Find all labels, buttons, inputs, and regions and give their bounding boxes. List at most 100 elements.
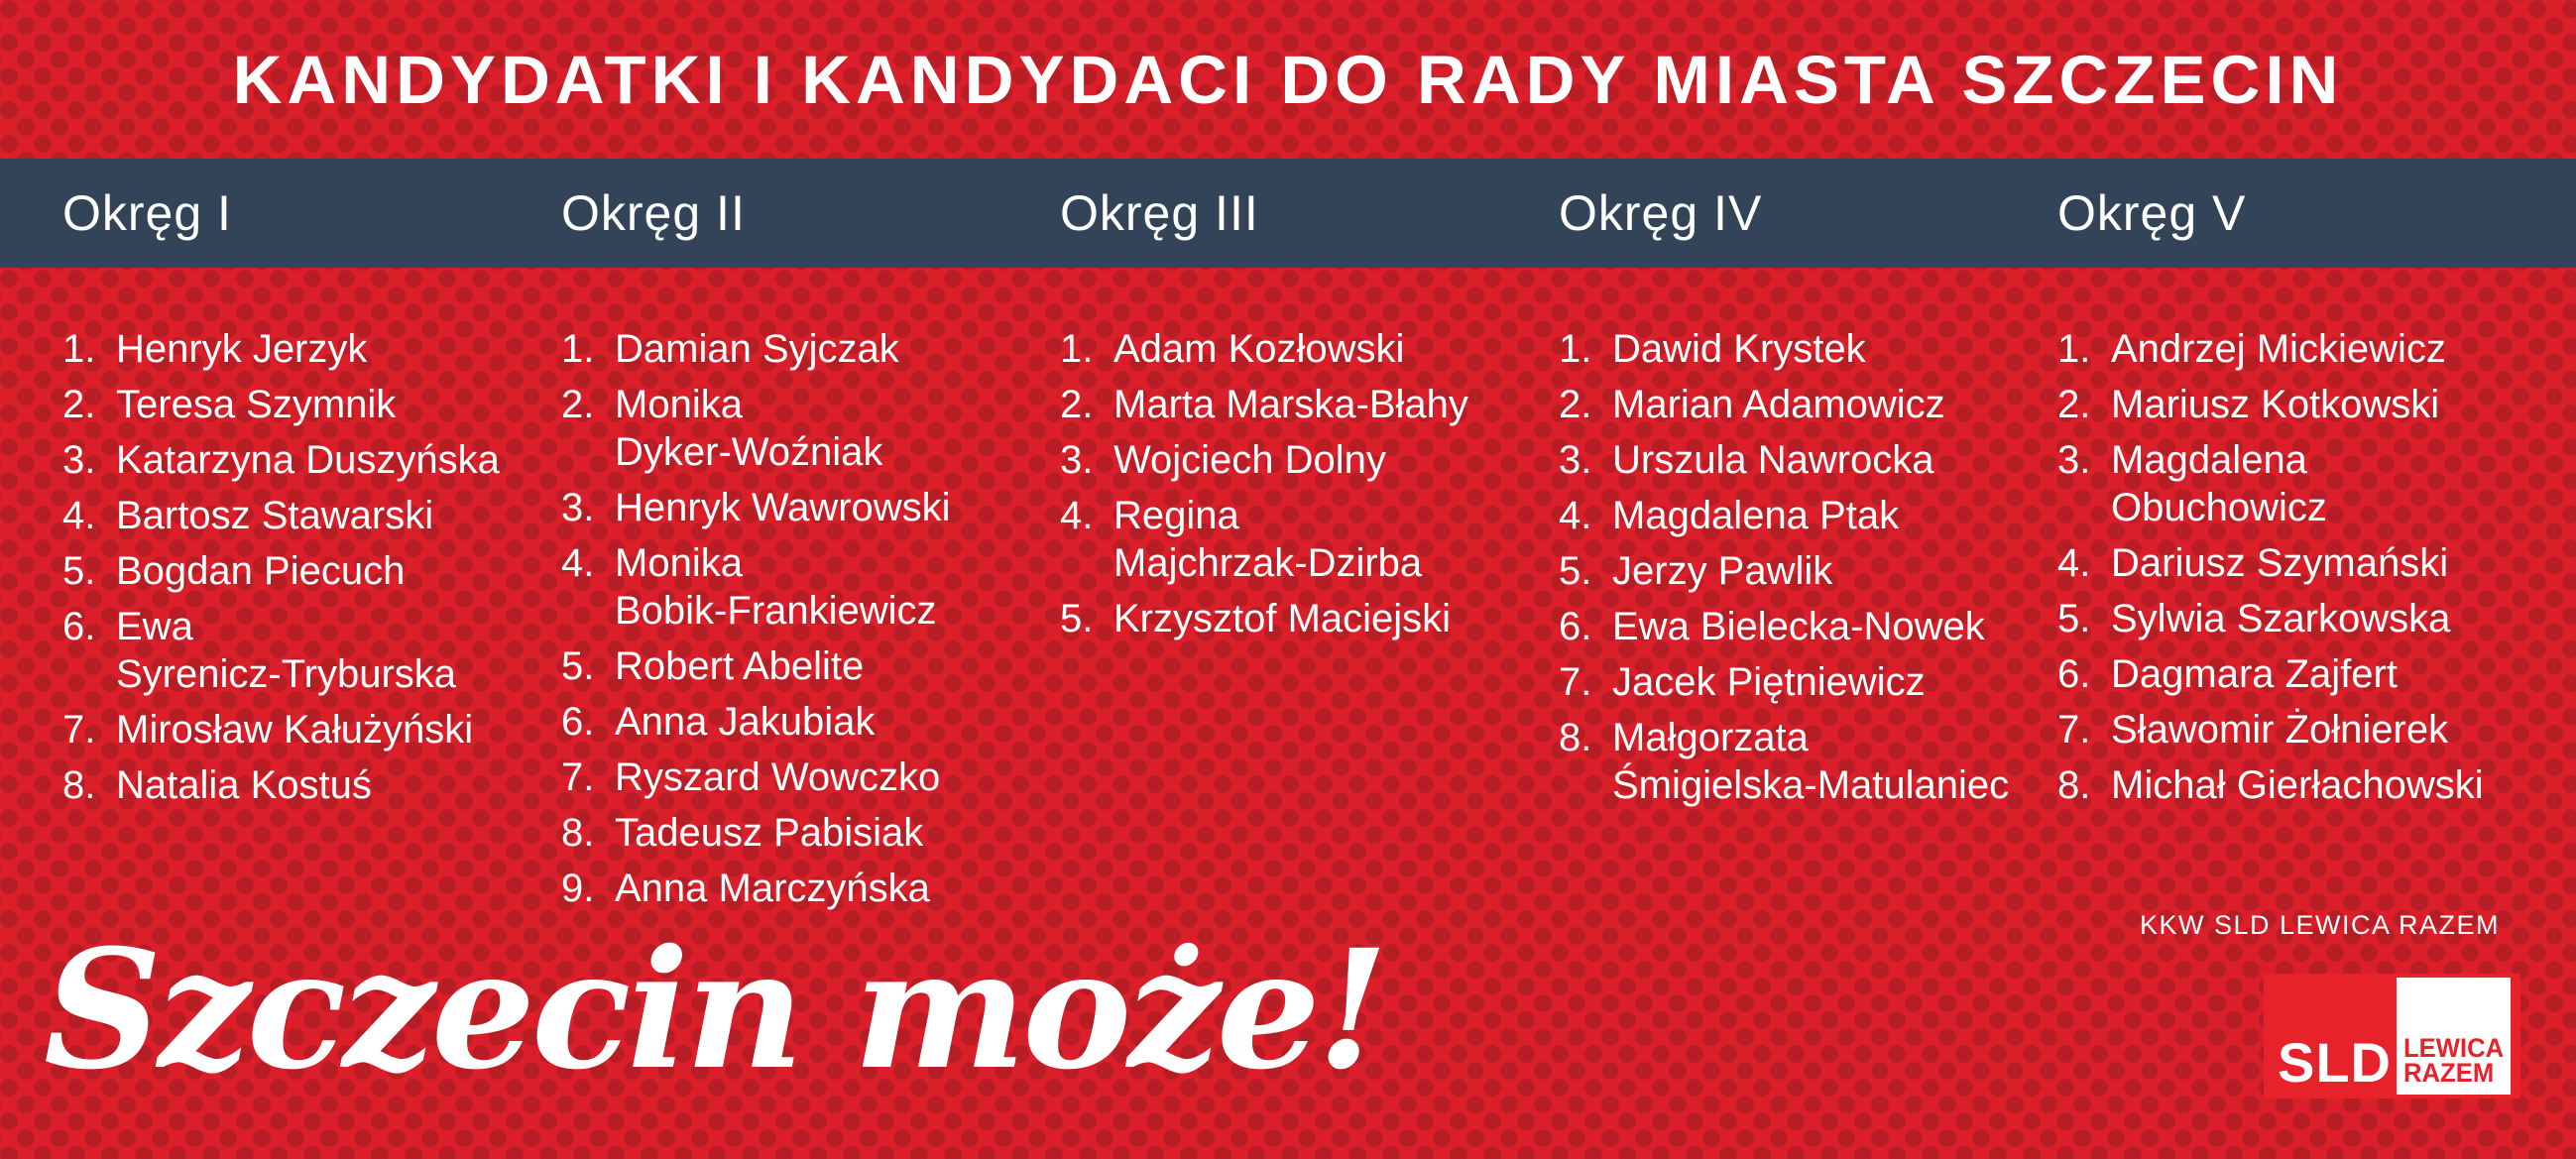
candidate-item: 8. Małgorzata Śmigielska-Matulaniec <box>1559 714 2057 809</box>
candidate-number: 8. <box>561 811 595 855</box>
candidate-number: 6. <box>62 605 96 648</box>
candidate-item: 1. Dawid Krystek <box>1559 325 2057 373</box>
candidate-number: 3. <box>561 486 595 529</box>
candidate-number: 1. <box>2057 327 2091 371</box>
candidate-number: 3. <box>1559 438 1592 482</box>
candidate-name: Robert Abelite <box>615 644 865 688</box>
candidate-item: 1. Henryk Jerzyk <box>62 325 561 373</box>
candidate-item: 4. Bartosz Stawarski <box>62 492 561 539</box>
candidate-item: 3. Magdalena Obuchowicz <box>2057 436 2556 531</box>
candidate-number: 6. <box>561 700 595 744</box>
candidate-name: Ryszard Wowczko <box>615 755 941 799</box>
committee-label: KKW SLD LEWICA RAZEM <box>2139 910 2500 940</box>
candidate-item: 6. Anna Jakubiak <box>561 698 1060 746</box>
candidate-item: 1. Adam Kozłowski <box>1060 325 1559 373</box>
slogan: Szczecin może! <box>44 913 1388 1105</box>
logo-white-panel: LEWICA RAZEM <box>2397 978 2511 1095</box>
candidate-item: 9. Anna Marczyńska <box>561 865 1060 912</box>
candidate-number: 5. <box>561 644 595 688</box>
candidate-item: 6. Ewa Syrenicz-Tryburska <box>62 603 561 698</box>
candidate-number: 5. <box>2057 597 2091 640</box>
candidate-name: Ewa Bielecka-Nowek <box>1612 605 1985 648</box>
candidate-number: 4. <box>1559 494 1592 537</box>
candidate-item: 5. Krzysztof Maciejski <box>1060 595 1559 642</box>
page-title: KANDYDATKI I KANDYDACI DO RADY MIASTA SZ… <box>232 41 2344 118</box>
candidate-number: 4. <box>62 494 96 537</box>
candidate-name: Dariusz Szymański <box>2111 541 2449 585</box>
candidate-item: 5. Bogdan Piecuch <box>62 547 561 595</box>
candidate-number: 7. <box>561 755 595 799</box>
candidate-item: 4. Monika Bobik-Frankiewicz <box>561 539 1060 635</box>
candidate-name: Monika Dyker-Woźniak <box>615 383 883 474</box>
candidate-item: 6. Dagmara Zajfert <box>2057 650 2556 698</box>
candidate-number: 1. <box>1559 327 1592 371</box>
district-header-5: Okręg V <box>2057 185 2247 241</box>
candidate-name: Bartosz Stawarski <box>116 494 434 537</box>
candidate-item: 2. Teresa Szymnik <box>62 381 561 428</box>
candidate-number: 7. <box>2057 708 2091 752</box>
candidate-number: 1. <box>1060 327 1094 371</box>
candidate-number: 8. <box>1559 716 1592 759</box>
candidate-item: 7. Mirosław Kałużyński <box>62 706 561 753</box>
candidate-name: Mariusz Kotkowski <box>2111 383 2440 426</box>
candidate-number: 3. <box>62 438 96 482</box>
candidate-item: 1. Damian Syjczak <box>561 325 1060 373</box>
candidate-number: 2. <box>62 383 96 426</box>
candidate-name: Jacek Piętniewicz <box>1612 660 1926 704</box>
candidate-item: 5. Sylwia Szarkowska <box>2057 595 2556 642</box>
candidate-name: Henryk Jerzyk <box>116 327 368 371</box>
candidate-number: 8. <box>2057 763 2091 807</box>
candidate-name: Magdalena Obuchowicz <box>2111 438 2327 529</box>
district-header-1: Okręg I <box>62 185 232 241</box>
candidate-item: 2. Mariusz Kotkowski <box>2057 381 2556 428</box>
candidate-number: 6. <box>1559 605 1592 648</box>
candidate-name: Anna Jakubiak <box>615 700 876 744</box>
candidate-name: Marta Marska-Błahy <box>1113 383 1468 426</box>
district-header-3: Okręg III <box>1060 185 1259 241</box>
sld-lewica-razem-logo: SLD LEWICA RAZEM <box>2264 974 2520 1099</box>
candidate-item: 4. Regina Majchrzak-Dzirba <box>1060 492 1559 587</box>
candidate-name: Dawid Krystek <box>1612 327 1866 371</box>
candidate-item: 5. Jerzy Pawlik <box>1559 547 2057 595</box>
candidate-number: 2. <box>2057 383 2091 426</box>
candidate-item: 3. Katarzyna Duszyńska <box>62 436 561 484</box>
candidate-item: 7. Jacek Piętniewicz <box>1559 658 2057 706</box>
candidate-list-5: 1. Andrzej Mickiewicz 2. Mariusz Kotkowski 3… <box>2057 325 2556 920</box>
candidate-name: Katarzyna Duszyńska <box>116 438 500 482</box>
candidate-number: 4. <box>2057 541 2091 585</box>
candidate-name: Magdalena Ptak <box>1612 494 1900 537</box>
candidate-name: Krzysztof Maciejski <box>1113 597 1452 640</box>
candidate-name: Sylwia Szarkowska <box>2111 597 2451 640</box>
candidate-list-3: 1. Adam Kozłowski 2. Marta Marska-Błahy 3. Wo… <box>1060 325 1559 920</box>
candidate-name: Adam Kozłowski <box>1113 327 1405 371</box>
candidate-item: 6. Ewa Bielecka-Nowek <box>1559 603 2057 650</box>
candidate-item: 2. Marta Marska-Błahy <box>1060 381 1559 428</box>
candidate-number: 3. <box>1060 438 1094 482</box>
title-bar: KANDYDATKI I KANDYDACI DO RADY MIASTA SZ… <box>0 0 2576 159</box>
candidate-name: Mirosław Kałużyński <box>116 708 474 752</box>
candidate-name: Urszula Nawrocka <box>1612 438 1934 482</box>
candidate-name: Sławomir Żołnierek <box>2111 708 2449 752</box>
logo-sld-text: SLD <box>2278 1031 2392 1094</box>
candidate-list-4: 1. Dawid Krystek 2. Marian Adamowicz 3. Urszu… <box>1559 325 2057 920</box>
candidate-number: 9. <box>561 867 595 910</box>
candidate-name: Michał Gierłachowski <box>2111 763 2484 807</box>
candidate-item: 8. Tadeusz Pabisiak <box>561 809 1060 857</box>
logo-razem-text: RAZEM <box>2403 1058 2495 1089</box>
candidate-name: Monika Bobik-Frankiewicz <box>615 541 937 633</box>
candidate-name: Tadeusz Pabisiak <box>615 811 924 855</box>
candidate-name: Anna Marczyńska <box>615 867 930 910</box>
candidate-number: 3. <box>2057 438 2091 482</box>
candidate-item: 5. Robert Abelite <box>561 642 1060 690</box>
candidate-name: Natalia Kostuś <box>116 763 372 807</box>
candidate-number: 1. <box>561 327 595 371</box>
candidate-number: 4. <box>561 541 595 585</box>
candidate-list-2: 1. Damian Syjczak 2. Monika Dyker-Woźniak 3.… <box>561 325 1060 920</box>
candidate-name: Wojciech Dolny <box>1113 438 1386 482</box>
candidate-name: Marian Adamowicz <box>1612 383 1945 426</box>
candidate-item: 2. Monika Dyker-Woźniak <box>561 381 1060 476</box>
candidate-name: Małgorzata Śmigielska-Matulaniec <box>1612 716 2010 807</box>
candidate-name: Andrzej Mickiewicz <box>2111 327 2446 371</box>
candidate-number: 2. <box>1559 383 1592 426</box>
candidate-name: Bogdan Piecuch <box>116 549 406 593</box>
